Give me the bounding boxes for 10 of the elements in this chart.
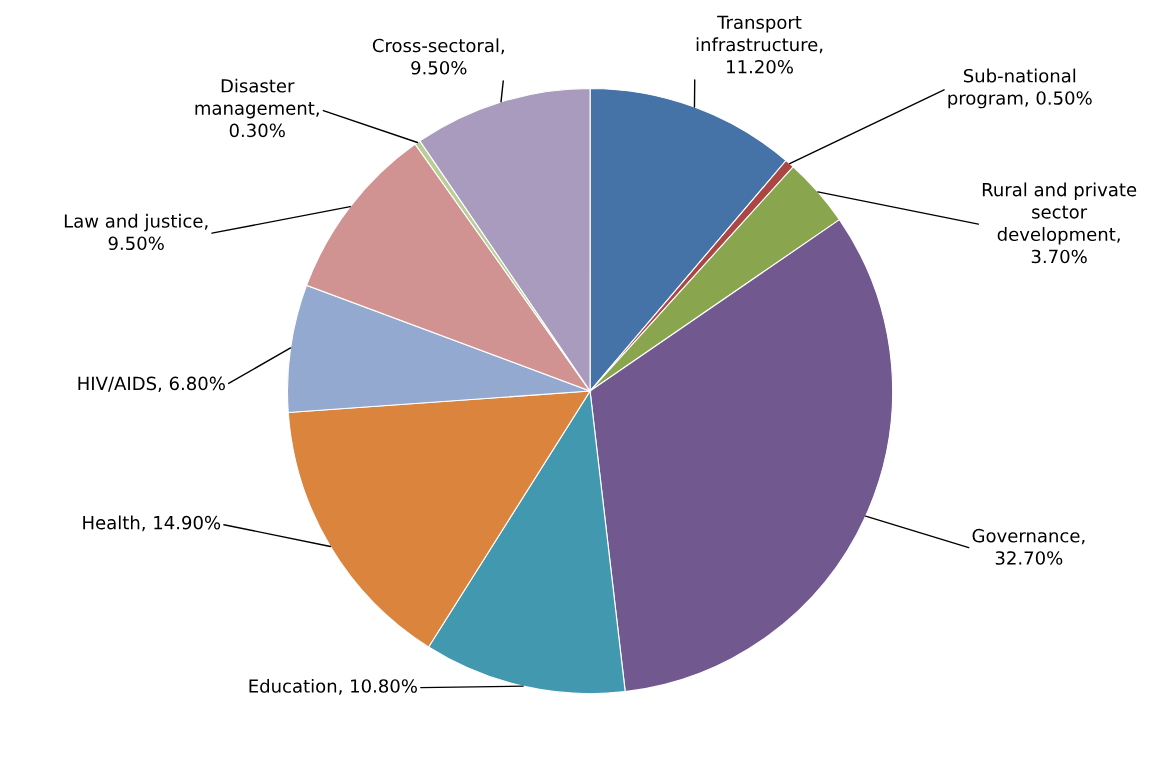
slice-label: Health, 14.90%	[83, 515, 221, 532]
slice-label: Governance, 32.70%	[972, 528, 1085, 565]
slice-label: HIV/AIDS, 6.80%	[78, 376, 225, 393]
slice-label: Education, 10.80%	[249, 678, 417, 695]
slice-label: Sub-national program, 0.50%	[948, 68, 1092, 109]
slice-label: Disaster management, 0.30%	[195, 78, 319, 138]
slice-label: Transport infrastructure, 11.20%	[696, 15, 823, 74]
slice-label: Cross-sectoral, 9.50%	[372, 38, 504, 75]
slice-label: Rural and private sector development, 3.70%	[982, 182, 1137, 264]
slice-label: Law and justice, 9.50%	[64, 213, 208, 251]
